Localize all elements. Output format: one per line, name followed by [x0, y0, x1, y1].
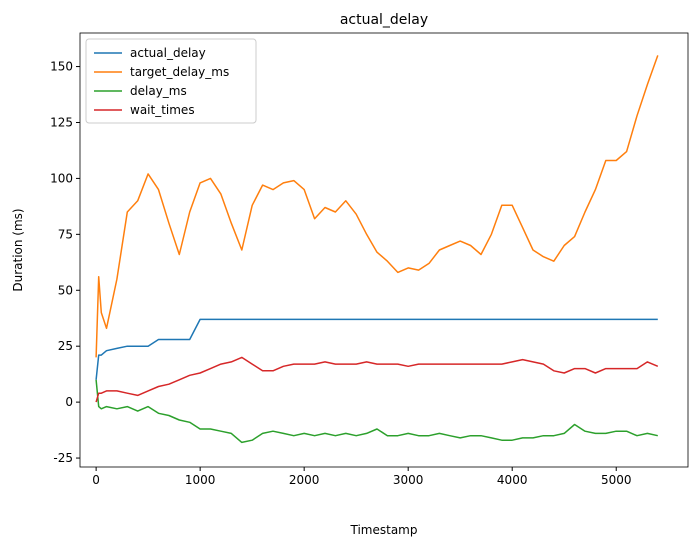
- x-tick-label: 3000: [393, 473, 424, 487]
- legend-box: [85, 38, 257, 124]
- y-tick-label: -25: [53, 451, 73, 465]
- series-line: [95, 318, 658, 380]
- series-line: [95, 356, 659, 403]
- legend-label: actual_delay: [130, 46, 206, 60]
- y-axis-label: Duration (ms): [11, 208, 25, 291]
- legend-label: delay_ms: [130, 84, 187, 98]
- y-tick-label: 0: [65, 395, 73, 409]
- x-tick-label: 0: [92, 473, 100, 487]
- y-tick-label: 75: [58, 227, 73, 241]
- y-tick-label: 100: [50, 171, 73, 185]
- legend-label: wait_times: [130, 103, 195, 117]
- x-tick-label: 1000: [185, 473, 216, 487]
- x-tick-label: 4000: [497, 473, 528, 487]
- legend-label: target_delay_ms: [130, 65, 229, 79]
- series-line: [95, 55, 659, 358]
- series-line: [95, 379, 658, 444]
- y-tick-label: 150: [50, 60, 73, 74]
- y-tick-label: 125: [50, 115, 73, 129]
- plot-frame: [79, 32, 689, 468]
- y-tick-label: 50: [58, 283, 73, 297]
- x-axis-label: Timestamp: [350, 523, 418, 537]
- chart-title: actual_delay: [340, 12, 428, 28]
- x-tick-label: 5000: [601, 473, 632, 487]
- x-tick-label: 2000: [289, 473, 320, 487]
- y-tick-label: 25: [58, 339, 73, 353]
